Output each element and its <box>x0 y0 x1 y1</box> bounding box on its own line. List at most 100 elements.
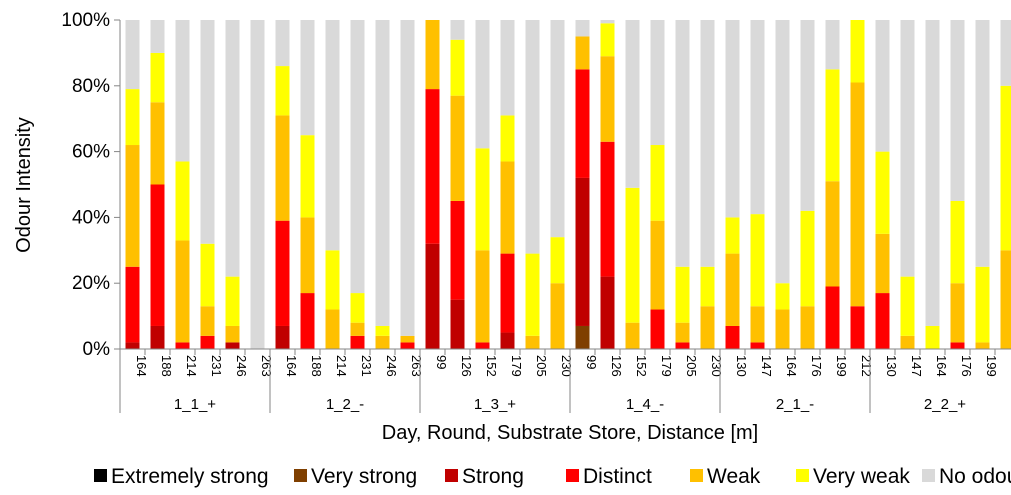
bar-segment-32-6 <box>925 20 940 326</box>
bar-segment-1-4 <box>150 102 165 185</box>
bar-segment-35-5 <box>1000 85 1011 251</box>
x-tick-label: 152 <box>634 355 649 377</box>
legend-label: Extremely strong <box>111 465 269 488</box>
bar-segment-8-6 <box>325 20 340 251</box>
bar-segment-20-5 <box>625 187 640 323</box>
x-tick-label: 176 <box>809 355 824 377</box>
x-tick-label: 246 <box>234 355 249 377</box>
bar-segment-7-6 <box>300 20 315 136</box>
axes: 0% 20% 40% 60% 80% 100% 164 188 214 231 246 263 164 1… <box>61 10 1011 413</box>
x-tick-label: 230 <box>559 355 574 377</box>
bar-segment-18-4 <box>575 36 590 70</box>
bar-segment-28-3 <box>825 286 840 349</box>
x-tick-label: 176 <box>959 355 974 377</box>
bar-segment-2-3 <box>175 342 190 349</box>
x-tick-label: 212 <box>859 355 874 377</box>
bar-segment-14-6 <box>475 20 490 149</box>
x-tick-label: 199 <box>834 355 849 377</box>
bar-segment-26-6 <box>775 20 790 284</box>
bar-segment-29-3 <box>850 306 865 349</box>
y-axis-title: Odour Intensity <box>13 117 35 253</box>
bar-segment-30-3 <box>875 293 890 349</box>
bar-segment-2-5 <box>175 161 190 241</box>
bar-segment-14-3 <box>475 342 490 349</box>
x-tick-label: 230 <box>709 355 724 377</box>
bar-segment-14-4 <box>475 250 490 343</box>
x-tick-label: 231 <box>209 355 224 377</box>
bar-segment-18-3 <box>575 69 590 178</box>
bar-segment-6-2 <box>275 325 290 349</box>
x-tick-label: 164 <box>934 355 949 377</box>
bar-segment-0-2 <box>125 342 140 349</box>
bar-segment-25-4 <box>750 306 765 343</box>
bar-segment-22-4 <box>675 322 690 343</box>
bar-segment-0-3 <box>125 266 140 343</box>
x-tick-label: 188 <box>159 355 174 377</box>
bar-segment-13-2 <box>450 299 465 349</box>
x-tick-label: 164 <box>134 355 149 377</box>
legend-swatch <box>690 469 703 482</box>
bar-segment-28-6 <box>825 20 840 70</box>
bar-segment-16-6 <box>525 20 540 254</box>
bar-segment-9-3 <box>350 335 365 349</box>
bar-segment-23-6 <box>700 20 715 267</box>
bar-segment-35-6 <box>1000 20 1011 86</box>
x-tick-label: 126 <box>609 355 624 377</box>
y-tick-label: 60% <box>72 142 110 163</box>
bar-segment-7-4 <box>300 217 315 294</box>
bar-segment-4-6 <box>225 20 240 277</box>
x-tick-label: 188 <box>309 355 324 377</box>
bar-segment-13-6 <box>450 20 465 40</box>
bar-segment-24-3 <box>725 325 740 349</box>
legend-swatch <box>94 469 107 482</box>
bar-segment-28-4 <box>825 181 840 287</box>
bar-segment-32-5 <box>925 325 940 349</box>
bar-segment-20-4 <box>625 322 640 349</box>
bar-segment-0-4 <box>125 145 140 267</box>
bar-segment-35-4 <box>1000 250 1011 349</box>
bar-segment-0-5 <box>125 89 140 146</box>
bar-segment-34-4 <box>975 342 990 349</box>
legend-swatch <box>566 469 579 482</box>
bar-segment-30-4 <box>875 233 890 294</box>
x-tick-label: 263 <box>409 355 424 377</box>
bar-segment-33-4 <box>950 283 965 343</box>
legend-swatch <box>922 469 935 482</box>
bar-segment-25-5 <box>750 214 765 307</box>
y-tick-label: 20% <box>72 273 110 294</box>
plot-area <box>125 20 1011 349</box>
bar-segment-30-6 <box>875 20 890 152</box>
x-tick-label: 99 <box>434 355 449 369</box>
bar-segment-9-4 <box>350 322 365 336</box>
bar-segment-6-3 <box>275 220 290 326</box>
bar-segment-27-6 <box>800 20 815 211</box>
group-label: 2_2_+ <box>924 396 966 413</box>
bar-segment-34-6 <box>975 20 990 267</box>
group-label: 1_1_+ <box>174 396 216 413</box>
bar-segment-9-5 <box>350 293 365 323</box>
bar-segment-21-6 <box>650 20 665 146</box>
bar-segment-6-6 <box>275 20 290 67</box>
legend-label: No odou <box>939 465 1011 488</box>
bar-segment-3-5 <box>200 243 215 307</box>
legend: Extremely strong Very strong Strong Distinc… <box>94 465 1011 488</box>
bar-segment-15-4 <box>500 161 515 254</box>
bar-segment-15-2 <box>500 332 515 349</box>
x-tick-label: 179 <box>659 355 674 377</box>
bar-segment-3-3 <box>200 335 215 349</box>
bar-segment-13-4 <box>450 95 465 201</box>
bar-segment-6-4 <box>275 115 290 221</box>
bar-segment-5-6 <box>250 20 265 349</box>
bar-segment-31-6 <box>900 20 915 277</box>
bar-segment-18-2 <box>575 177 590 326</box>
bar-segment-9-6 <box>350 20 365 294</box>
group-label: 2_1_- <box>776 396 814 413</box>
bar-segment-4-4 <box>225 325 240 343</box>
legend-swatch <box>796 469 809 482</box>
x-tick-label: 147 <box>759 355 774 377</box>
bar-segment-33-3 <box>950 342 965 349</box>
bar-segment-24-4 <box>725 253 740 326</box>
bar-segment-31-5 <box>900 276 915 336</box>
y-tick-label: 100% <box>61 10 110 31</box>
bar-segment-21-4 <box>650 220 665 310</box>
